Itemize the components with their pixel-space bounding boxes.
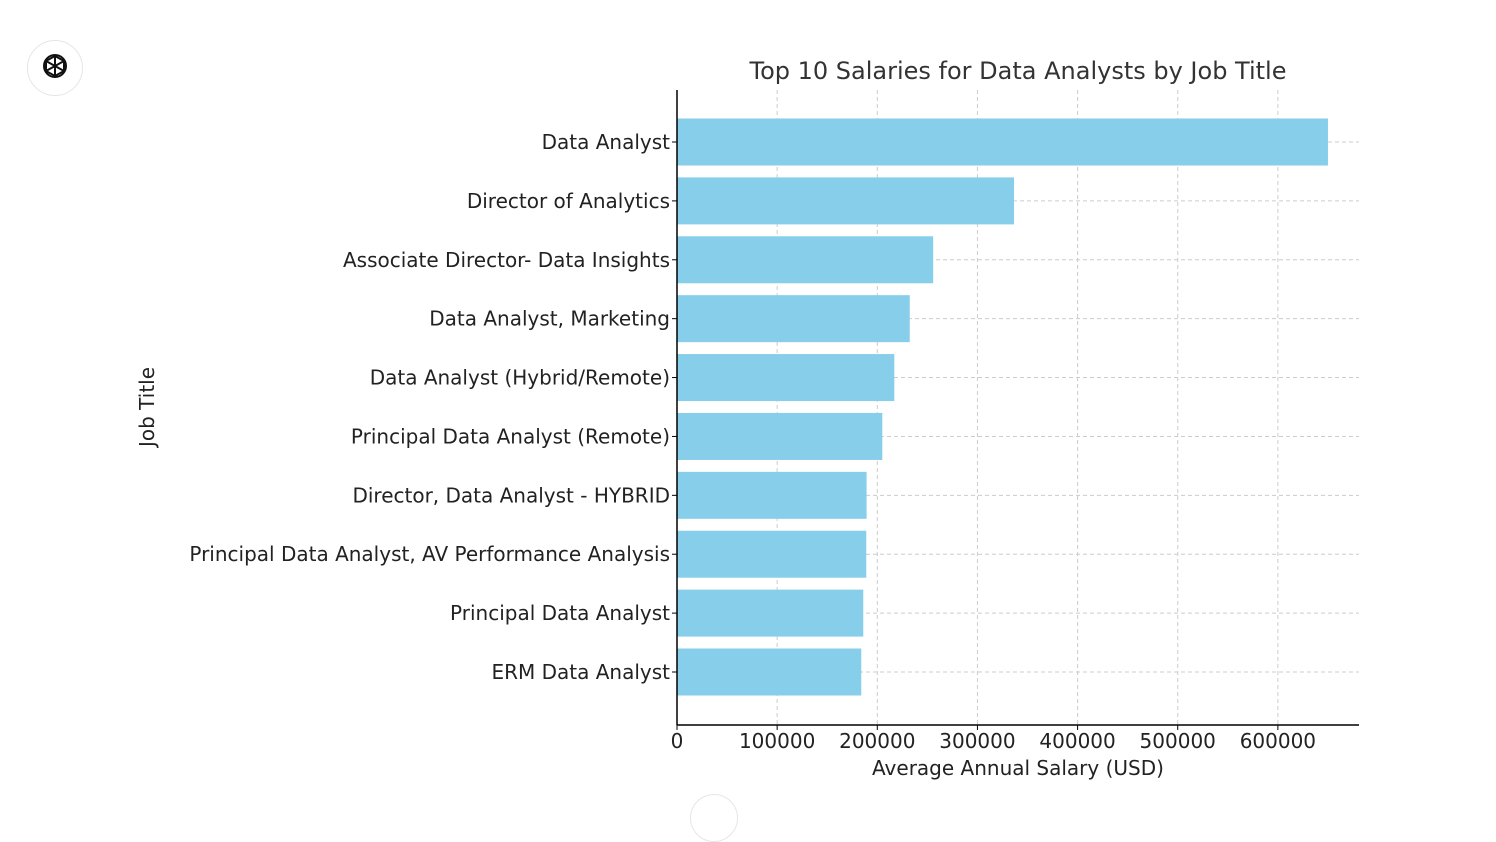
axis-layer (676, 90, 1359, 726)
chart-title: Top 10 Salaries for Data Analysts by Job… (749, 57, 1287, 85)
y-tick-label: Principal Data Analyst (450, 601, 670, 625)
y-tick-label: Data Analyst (542, 130, 671, 154)
openai-logo-icon[interactable] (27, 40, 83, 96)
bar (677, 530, 867, 578)
y-tick-label: Director, Data Analyst - HYBRID (352, 483, 670, 507)
bar (677, 177, 1014, 225)
bar (677, 471, 867, 519)
bar (677, 295, 910, 343)
x-tick-label: 500000 (1140, 729, 1216, 753)
y-tick-label: Data Analyst, Marketing (429, 307, 670, 331)
y-tick-labels: Data Analyst Director of Analytics Associa… (189, 130, 677, 684)
y-tick-label: Principal Data Analyst, AV Performance A… (189, 542, 670, 566)
x-tick-label: 200000 (839, 729, 915, 753)
y-axis-label: Job Title (135, 367, 159, 449)
bar-layer (677, 118, 1328, 696)
x-tick-label: 400000 (1039, 729, 1115, 753)
y-tick-label: Principal Data Analyst (Remote) (351, 424, 670, 448)
x-tick-labels: 0 100000 200000 300000 400000 500000 600000 (671, 725, 1316, 753)
x-tick-label: 300000 (939, 729, 1015, 753)
x-tick-label: 0 (671, 729, 684, 753)
x-tick-label: 100000 (739, 729, 815, 753)
y-tick-label: Data Analyst (Hybrid/Remote) (370, 366, 670, 390)
bar (677, 354, 895, 402)
bar (677, 412, 883, 460)
x-tick-label: 600000 (1240, 729, 1316, 753)
bar-chart: Data Analyst Director of Analytics Associa… (135, 57, 1359, 780)
openai-logo-glyph (43, 54, 67, 78)
bar (677, 118, 1328, 166)
bar (677, 648, 862, 696)
y-tick-label: Associate Director- Data Insights (343, 248, 670, 272)
scroll-down-button[interactable] (690, 794, 738, 842)
x-axis-label: Average Annual Salary (USD) (872, 756, 1164, 780)
bar (677, 589, 864, 637)
y-tick-label: Director of Analytics (467, 189, 670, 213)
bar (677, 236, 934, 284)
y-tick-label: ERM Data Analyst (491, 660, 670, 684)
